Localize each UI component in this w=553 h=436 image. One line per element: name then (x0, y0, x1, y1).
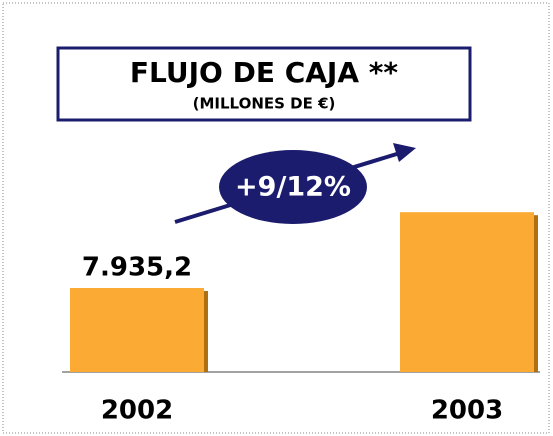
annotation-bubble (219, 150, 367, 224)
bar (400, 212, 534, 372)
bar (70, 288, 204, 372)
value-label: 7.935,2 (82, 253, 192, 283)
chart-subtitle: (MILLONES DE €) (193, 95, 336, 113)
arrow-head (393, 143, 416, 162)
x-tick-label: 2002 (101, 396, 173, 426)
annotation: +9/12% (235, 172, 351, 203)
chart-title: FLUJO DE CAJA ** (130, 56, 398, 89)
title-box (56, 46, 472, 122)
x-tick-label: 2003 (431, 396, 503, 426)
